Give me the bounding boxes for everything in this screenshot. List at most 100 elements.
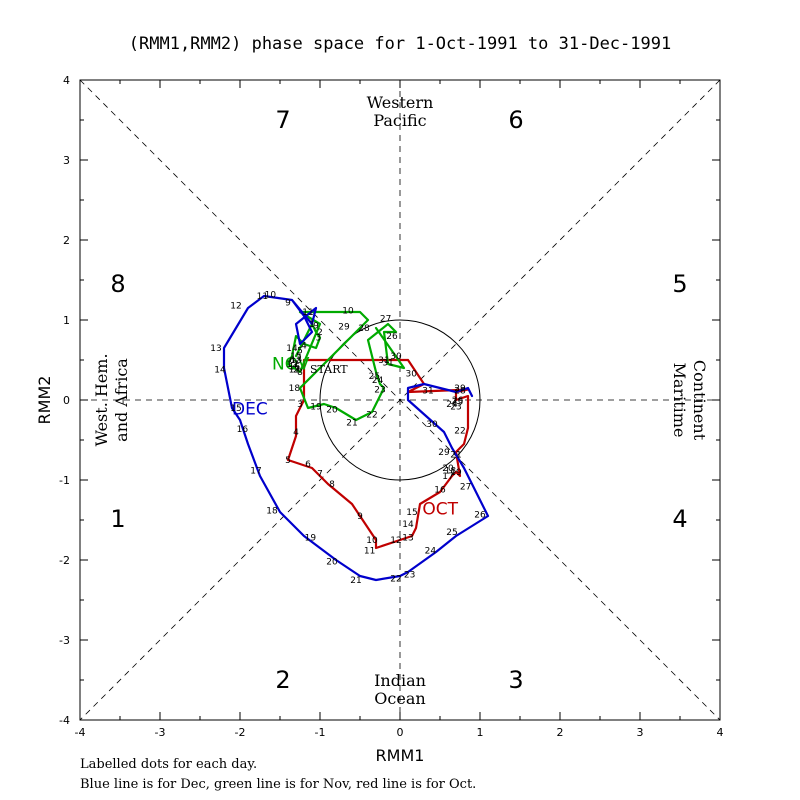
day-label-dec: 14 bbox=[214, 366, 226, 376]
day-label-dec: 22 bbox=[390, 574, 401, 584]
day-label-dec: 20 bbox=[326, 558, 338, 568]
region-label-indian: Indian bbox=[374, 671, 426, 690]
y-axis-label: RMM2 bbox=[35, 376, 54, 425]
day-label-oct: 29 bbox=[454, 384, 466, 394]
day-label-dec: 15 bbox=[230, 404, 241, 414]
y-tick-label: 1 bbox=[63, 314, 70, 327]
day-label-nov: 19 bbox=[310, 402, 322, 412]
day-label-nov: 1 bbox=[309, 320, 315, 330]
day-label-oct: 8 bbox=[329, 480, 335, 490]
y-tick-label: 2 bbox=[63, 234, 70, 247]
day-label-nov: 11 bbox=[302, 308, 313, 318]
day-label-nov: 10 bbox=[342, 306, 354, 316]
day-label-dec: 25 bbox=[446, 528, 457, 538]
day-label-oct: 4 bbox=[293, 428, 299, 438]
day-label-nov: 6 bbox=[289, 356, 295, 366]
x-tick-label: 3 bbox=[637, 726, 644, 739]
day-label-oct: 28 bbox=[454, 386, 466, 396]
day-label-oct: 5 bbox=[285, 456, 291, 466]
day-label-oct: 11 bbox=[364, 546, 375, 556]
day-label-nov: 7 bbox=[293, 360, 299, 370]
phase-numbers: 1 2 3 4 5 6 7 8 bbox=[110, 106, 687, 694]
series-line-dec bbox=[222, 294, 490, 582]
day-label-dec: 13 bbox=[210, 344, 221, 354]
day-label-dec: 9 bbox=[285, 298, 291, 308]
day-label-oct: 7 bbox=[317, 470, 323, 480]
region-label-pacific: Pacific bbox=[373, 111, 426, 130]
day-label-dec: 18 bbox=[266, 506, 278, 516]
day-label-oct: 6 bbox=[305, 460, 311, 470]
x-tick-label: 0 bbox=[397, 726, 404, 739]
day-label-nov: 26 bbox=[386, 332, 398, 342]
day-label-dec: 30 bbox=[426, 420, 438, 430]
day-label-oct: 23 bbox=[450, 402, 461, 412]
day-label-nov: 21 bbox=[346, 418, 357, 428]
day-label-nov: 28 bbox=[358, 324, 370, 334]
day-label-oct: 22 bbox=[454, 426, 465, 436]
day-label-nov: 3 bbox=[316, 334, 322, 344]
day-label-nov: 16 bbox=[289, 362, 301, 372]
day-label-oct: 31 bbox=[382, 358, 393, 368]
phase-number-8: 8 bbox=[110, 270, 125, 298]
day-label-oct: 20 bbox=[442, 464, 454, 474]
day-label-dec: 12 bbox=[230, 302, 241, 312]
day-label-oct: 13 bbox=[402, 534, 413, 544]
series-label-dec: DEC bbox=[232, 399, 268, 419]
day-label-dec: 21 bbox=[350, 576, 361, 586]
y-tick-label: 3 bbox=[63, 154, 70, 167]
day-label-nov: 24 bbox=[372, 376, 384, 386]
day-label-oct: 30 bbox=[405, 370, 417, 380]
y-tick-label: 4 bbox=[63, 74, 70, 87]
day-label-dec: 11 bbox=[257, 292, 268, 302]
day-label-oct: 2 bbox=[293, 366, 299, 376]
day-label-nov: 14 bbox=[286, 344, 298, 354]
phase-number-6: 6 bbox=[508, 106, 523, 134]
x-tick-label: 4 bbox=[717, 726, 724, 739]
day-label-oct: 15 bbox=[406, 508, 417, 518]
day-label-nov: 5 bbox=[297, 346, 303, 356]
series-label-oct: OCT bbox=[422, 499, 458, 519]
y-tick-label: -1 bbox=[59, 474, 70, 487]
y-tick-label: -4 bbox=[59, 714, 70, 727]
note-labelled-dots: Labelled dots for each day. bbox=[80, 757, 257, 772]
series-line-oct bbox=[286, 358, 470, 550]
note-line-colors: Blue line is for Dec, green line is for … bbox=[80, 777, 476, 792]
day-label-nov: 13 bbox=[290, 356, 301, 366]
region-label-west-hem: West. Hem. bbox=[92, 353, 111, 446]
day-label-oct: 26 bbox=[452, 396, 464, 406]
x-tick-label: 2 bbox=[557, 726, 564, 739]
x-tick-label: -2 bbox=[235, 726, 246, 739]
day-label-dec: 16 bbox=[237, 425, 249, 435]
day-label-oct: 19 bbox=[450, 468, 462, 478]
day-label-oct: 25 bbox=[452, 398, 463, 408]
x-tick-label: 1 bbox=[477, 726, 484, 739]
phase-number-4: 4 bbox=[672, 505, 687, 533]
day-label-nov: 2 bbox=[317, 328, 323, 338]
series-label-nov: NOV bbox=[272, 355, 310, 375]
region-label-ocean: Ocean bbox=[374, 689, 425, 708]
day-label-oct: 24 bbox=[446, 400, 458, 410]
day-label-nov: 31 bbox=[378, 356, 389, 366]
day-label-dec: 23 bbox=[404, 570, 415, 580]
region-label-and-africa: and Africa bbox=[112, 358, 131, 442]
day-label-oct: 27 bbox=[460, 482, 471, 492]
day-label-oct: 17 bbox=[442, 472, 453, 482]
day-label-oct: 18 bbox=[445, 466, 457, 476]
day-label-nov: 17 bbox=[289, 366, 300, 376]
day-label-nov: 20 bbox=[326, 406, 338, 416]
y-tick-label: -3 bbox=[59, 634, 70, 647]
series-layer: OCT NOV DEC bbox=[222, 294, 490, 582]
region-label-continent: Continent bbox=[690, 360, 709, 441]
day-label-dec: 24 bbox=[425, 546, 437, 556]
day-label-nov: 9 bbox=[313, 322, 319, 332]
day-label-oct: 3 bbox=[297, 400, 303, 410]
day-label-dec: 31 bbox=[422, 386, 433, 396]
x-axis-label: RMM1 bbox=[376, 746, 425, 765]
day-label-nov: 8 bbox=[297, 368, 303, 378]
x-tick-label: -3 bbox=[155, 726, 166, 739]
phase-number-1: 1 bbox=[110, 505, 125, 533]
phase-number-2: 2 bbox=[275, 666, 290, 694]
